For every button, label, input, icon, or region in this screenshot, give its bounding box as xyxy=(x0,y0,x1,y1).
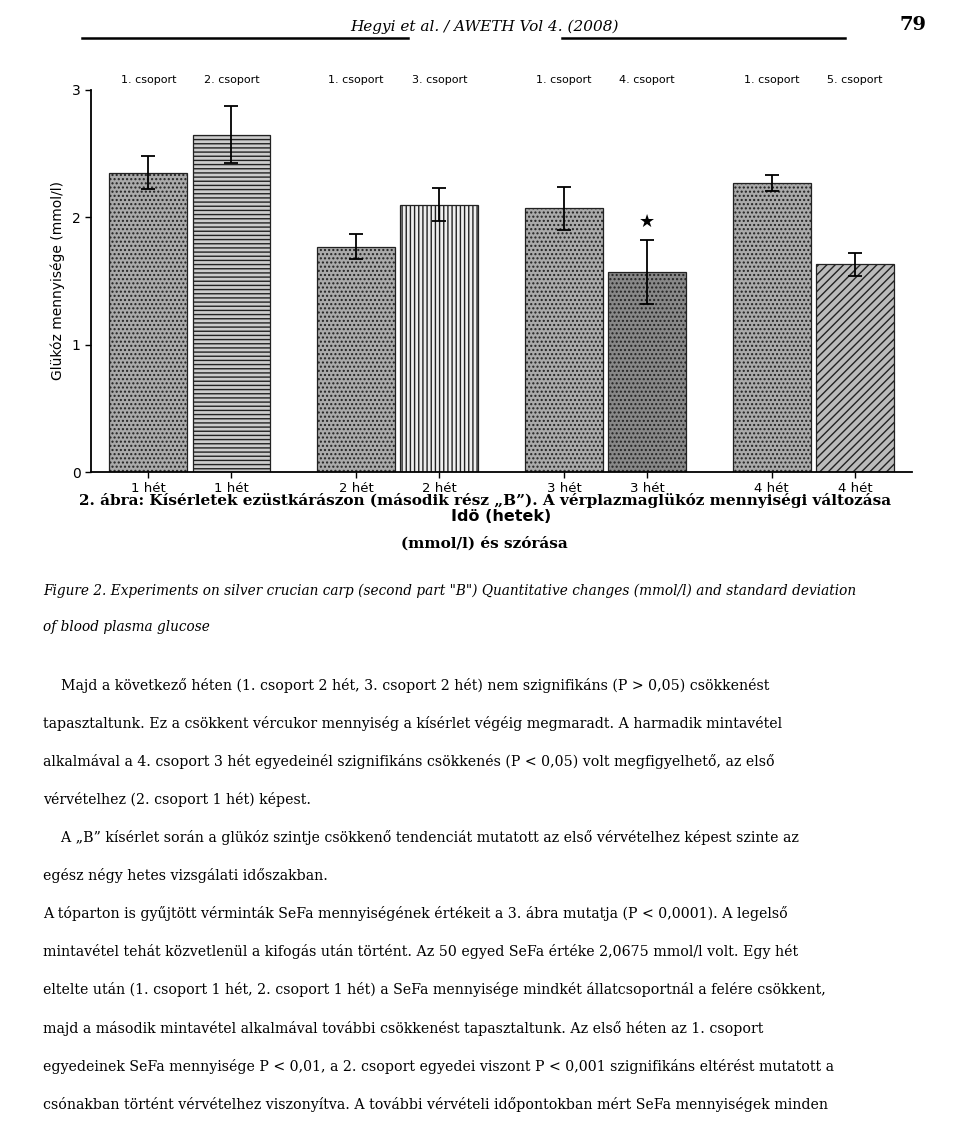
Bar xyxy=(816,264,894,472)
Bar xyxy=(525,208,603,472)
Bar xyxy=(317,246,396,472)
Bar xyxy=(400,205,478,472)
Text: alkalmával a 4. csoport 3 hét egyedeinél szignifikáns csökkenés (P < 0,05) volt : alkalmával a 4. csoport 3 hét egyedeinél… xyxy=(43,754,775,769)
Bar xyxy=(109,173,187,472)
Text: 3. csoport: 3. csoport xyxy=(412,75,467,84)
Text: of blood plasma glucose: of blood plasma glucose xyxy=(43,619,210,634)
Text: A tóparton is gyűjtött vérminták SeFa mennyiségének értékeit a 3. ábra mutatja (: A tóparton is gyűjtött vérminták SeFa me… xyxy=(43,906,788,922)
Text: 2. ábra: Kísérletek ezüstkárászon (második rész „B”). A vérplazmaglükóz mennyisé: 2. ábra: Kísérletek ezüstkárászon (másod… xyxy=(79,492,891,508)
Polygon shape xyxy=(26,15,68,51)
Text: csónakban történt vérvételhez viszonyítva. A további vérvételi időpontokban mért: csónakban történt vérvételhez viszonyítv… xyxy=(43,1097,828,1112)
Text: egész négy hetes vizsgálati időszakban.: egész négy hetes vizsgálati időszakban. xyxy=(43,868,328,883)
Text: 4. csoport: 4. csoport xyxy=(619,75,675,84)
Text: 1. csoport: 1. csoport xyxy=(121,75,176,84)
Bar xyxy=(732,183,810,472)
Text: 1. csoport: 1. csoport xyxy=(537,75,591,84)
Text: Hegyi et al. / AWETH Vol 4. (2008): Hegyi et al. / AWETH Vol 4. (2008) xyxy=(350,19,619,34)
Text: majd a második mintavétel alkalmával további csökkenést tapasztaltunk. Az első h: majd a második mintavétel alkalmával tov… xyxy=(43,1021,763,1035)
Text: A „B” kísérlet során a glükóz szintje csökkenő tendenciát mutatott az első vérvé: A „B” kísérlet során a glükóz szintje cs… xyxy=(43,830,799,845)
X-axis label: Idö (hetek): Idö (hetek) xyxy=(451,509,552,525)
Bar xyxy=(608,272,686,472)
Text: AWETH: AWETH xyxy=(38,42,56,46)
Text: mintavétel tehát közvetlenül a kifogás után történt. Az 50 egyed SeFa értéke 2,0: mintavétel tehát közvetlenül a kifogás u… xyxy=(43,944,799,960)
Text: ★: ★ xyxy=(639,214,655,232)
Y-axis label: Glükóz mennyisége (mmol/l): Glükóz mennyisége (mmol/l) xyxy=(51,181,65,381)
Text: eltelte után (1. csoport 1 hét, 2. csoport 1 hét) a SeFa mennyisége mindkét álla: eltelte után (1. csoport 1 hét, 2. csopo… xyxy=(43,982,826,997)
Text: 2. csoport: 2. csoport xyxy=(204,75,259,84)
Text: egyedeinek SeFa mennyisége P < 0,01, a 2. csoport egyedei viszont P < 0,001 szig: egyedeinek SeFa mennyisége P < 0,01, a 2… xyxy=(43,1059,834,1073)
Text: Figure 2. Experiments on silver crucian carp (second part "B") Quantitative chan: Figure 2. Experiments on silver crucian … xyxy=(43,583,856,598)
Text: 5. csoport: 5. csoport xyxy=(828,75,882,84)
Text: vérvételhez (2. csoport 1 hét) képest.: vérvételhez (2. csoport 1 hét) képest. xyxy=(43,792,311,807)
Text: 1. csoport: 1. csoport xyxy=(328,75,384,84)
Text: Majd a következő héten (1. csoport 2 hét, 3. csoport 2 hét) nem szignifikáns (P : Majd a következő héten (1. csoport 2 hét… xyxy=(43,678,770,692)
Bar xyxy=(193,135,271,472)
Text: tapasztaltunk. Ez a csökkent vércukor mennyiség a kísérlet végéig megmaradt. A h: tapasztaltunk. Ez a csökkent vércukor me… xyxy=(43,716,782,731)
Text: (mmol/l) és szórása: (mmol/l) és szórása xyxy=(401,536,568,551)
Text: 1. csoport: 1. csoport xyxy=(744,75,800,84)
Text: 79: 79 xyxy=(900,16,926,34)
